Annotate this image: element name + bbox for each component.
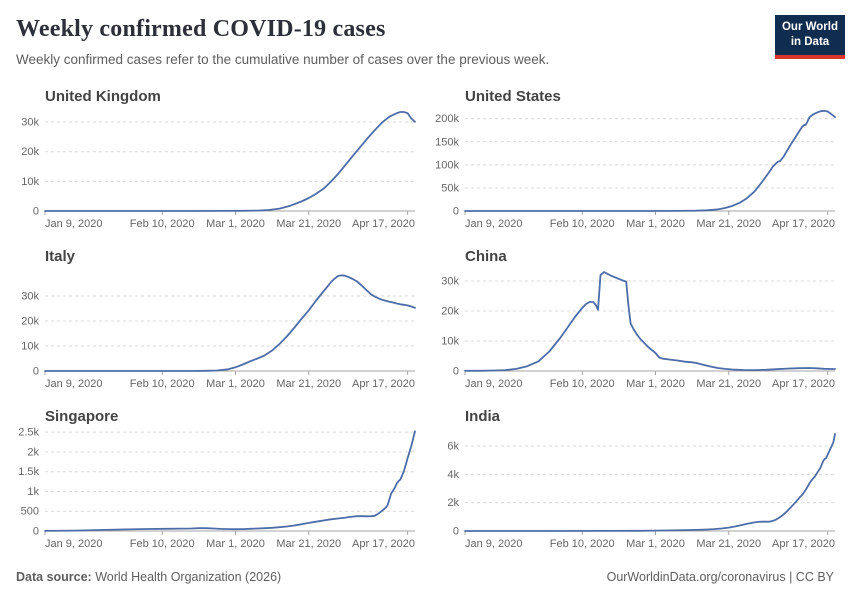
owid-logo-line2: in Data [790, 35, 830, 48]
footer: Data source: World Health Organization (… [0, 570, 850, 584]
svg-text:Mar 21, 2020: Mar 21, 2020 [696, 378, 761, 390]
line-chart-united-kingdom: 0 10k 20k 30k Jan 9, 2020 Feb 10, 2020 Mar 1, … [21, 111, 416, 230]
line-chart-united-states: 0 50k 100k 150k 200k Jan 9, 2020 Feb 10, 2020 M… [435, 109, 836, 230]
owid-logo-line1: Our World [781, 21, 838, 33]
svg-text:Feb 10, 2020: Feb 10, 2020 [550, 538, 615, 550]
svg-text:200k: 200k [435, 113, 459, 125]
svg-text:0: 0 [33, 526, 39, 538]
svg-text:Mar 21, 2020: Mar 21, 2020 [696, 538, 761, 550]
chart-title-india: India [465, 408, 501, 425]
data-source: Data source: World Health Organization (… [16, 570, 281, 584]
data-source-value: World Health Organization (2026) [95, 570, 282, 584]
svg-text:Mar 1, 2020: Mar 1, 2020 [626, 538, 685, 550]
svg-text:1k: 1k [27, 486, 39, 498]
svg-text:4k: 4k [447, 469, 459, 481]
svg-text:10k: 10k [441, 336, 459, 348]
svg-text:Mar 1, 2020: Mar 1, 2020 [206, 218, 265, 230]
svg-text:Jan 9, 2020: Jan 9, 2020 [465, 218, 523, 230]
svg-text:Mar 1, 2020: Mar 1, 2020 [626, 218, 685, 230]
svg-text:0: 0 [453, 526, 459, 538]
credit-link[interactable]: OurWorldinData.org/coronavirus | CC BY [606, 570, 834, 584]
svg-text:0: 0 [453, 366, 459, 378]
svg-text:Feb 10, 2020: Feb 10, 2020 [130, 378, 195, 390]
line-chart-india: 0 2k 4k 6k Jan 9, 2020 Feb 10, 2020 Mar 1, 202… [447, 433, 836, 550]
svg-text:0: 0 [33, 366, 39, 378]
svg-text:Jan 9, 2020: Jan 9, 2020 [465, 378, 523, 390]
chart-panel-china: China 0 10k 20k 30k Jan 9, 2020 Feb 10, 2020 M… [430, 240, 850, 400]
svg-text:20k: 20k [441, 306, 459, 318]
svg-text:Mar 21, 2020: Mar 21, 2020 [276, 378, 341, 390]
svg-text:10k: 10k [21, 341, 39, 353]
svg-text:100k: 100k [435, 159, 459, 171]
owid-logo-text: Our World in Data [775, 15, 845, 55]
header: Weekly confirmed COVID-19 cases Weekly c… [0, 0, 850, 80]
chart-title-united-states: United States [465, 88, 561, 105]
line-chart-china: 0 10k 20k 30k Jan 9, 2020 Feb 10, 2020 Mar 1, … [441, 271, 836, 390]
svg-text:Apr 17, 2020: Apr 17, 2020 [352, 538, 415, 550]
svg-text:Jan 9, 2020: Jan 9, 2020 [45, 538, 103, 550]
svg-text:Mar 21, 2020: Mar 21, 2020 [276, 218, 341, 230]
chart-title-united-kingdom: United Kingdom [45, 88, 161, 105]
svg-text:Apr 17, 2020: Apr 17, 2020 [772, 378, 835, 390]
svg-text:2k: 2k [447, 497, 459, 509]
svg-text:Mar 21, 2020: Mar 21, 2020 [696, 218, 761, 230]
svg-text:30k: 30k [441, 276, 459, 288]
svg-text:Jan 9, 2020: Jan 9, 2020 [45, 218, 103, 230]
svg-text:Feb 10, 2020: Feb 10, 2020 [550, 378, 615, 390]
chart-title-china: China [465, 248, 507, 265]
page-subtitle: Weekly confirmed cases refer to the cumu… [16, 52, 550, 67]
svg-text:500: 500 [21, 506, 39, 518]
svg-text:2k: 2k [27, 446, 39, 458]
line-chart-italy: 0 10k 20k 30k Jan 9, 2020 Feb 10, 2020 Mar 1, … [21, 274, 416, 390]
svg-text:Apr 17, 2020: Apr 17, 2020 [772, 538, 835, 550]
svg-text:6k: 6k [447, 441, 459, 453]
svg-text:Jan 9, 2020: Jan 9, 2020 [465, 538, 523, 550]
svg-text:50k: 50k [441, 182, 459, 194]
chart-grid: United Kingdom 0 10k 20k 30k Jan 9, 2020 Feb … [10, 80, 850, 560]
chart-panel-italy: Italy 0 10k 20k 30k Jan 9, 2020 Feb 10, 2020 M… [10, 240, 430, 400]
chart-panel-singapore: Singapore 0 500 1k 1.5k 2k 2.5k Jan 9, 2020 Feb… [10, 400, 430, 560]
svg-text:Mar 1, 2020: Mar 1, 2020 [626, 378, 685, 390]
owid-logo[interactable]: Our World in Data [775, 15, 845, 59]
svg-text:10k: 10k [21, 176, 39, 188]
svg-text:30k: 30k [21, 117, 39, 129]
page-title: Weekly confirmed COVID-19 cases [16, 16, 386, 42]
svg-text:Apr 17, 2020: Apr 17, 2020 [772, 218, 835, 230]
svg-text:30k: 30k [21, 291, 39, 303]
chart-panel-india: India 0 2k 4k 6k Jan 9, 2020 Feb 10, 2020 Mar … [430, 400, 850, 560]
svg-text:1.5k: 1.5k [18, 466, 39, 478]
svg-text:20k: 20k [21, 316, 39, 328]
line-chart-singapore: 0 500 1k 1.5k 2k 2.5k Jan 9, 2020 Feb 10, 2020 M… [18, 427, 416, 550]
svg-text:Feb 10, 2020: Feb 10, 2020 [130, 538, 195, 550]
svg-text:20k: 20k [21, 146, 39, 158]
svg-text:Mar 1, 2020: Mar 1, 2020 [206, 378, 265, 390]
svg-text:2.5k: 2.5k [18, 427, 39, 439]
data-source-label: Data source: [16, 570, 92, 584]
owid-logo-red-bar [775, 54, 845, 59]
chart-title-italy: Italy [45, 248, 76, 265]
svg-text:150k: 150k [435, 136, 459, 148]
svg-text:Mar 1, 2020: Mar 1, 2020 [206, 538, 265, 550]
chart-panel-united-states: United States 0 50k 100k 150k 200k Jan 9, 202… [430, 80, 850, 240]
svg-text:Feb 10, 2020: Feb 10, 2020 [130, 218, 195, 230]
chart-panel-united-kingdom: United Kingdom 0 10k 20k 30k Jan 9, 2020 Feb … [10, 80, 430, 240]
svg-text:Apr 17, 2020: Apr 17, 2020 [352, 378, 415, 390]
svg-text:0: 0 [453, 206, 459, 218]
svg-text:Jan 9, 2020: Jan 9, 2020 [45, 378, 103, 390]
svg-text:Mar 21, 2020: Mar 21, 2020 [276, 538, 341, 550]
chart-title-singapore: Singapore [45, 408, 119, 425]
svg-text:0: 0 [33, 206, 39, 218]
svg-text:Feb 10, 2020: Feb 10, 2020 [550, 218, 615, 230]
svg-text:Apr 17, 2020: Apr 17, 2020 [352, 218, 415, 230]
